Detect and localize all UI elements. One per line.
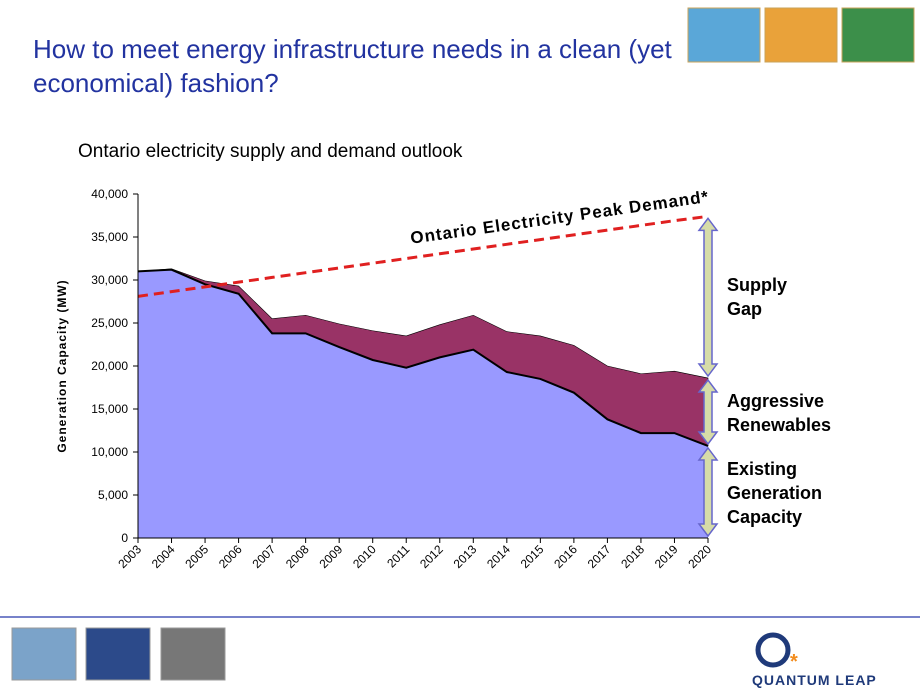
slide-title: How to meet energy infrastructure needs … [33,34,672,98]
y-tick-label: 20,000 [91,359,128,373]
x-tick-label: 2007 [249,542,278,571]
x-tick-label: 2017 [585,542,614,571]
line-existing [137,268,709,447]
photo [11,627,77,681]
photo [85,627,151,681]
series-label: Ontario Electricity Peak Demand* [409,187,710,248]
logo-mark [755,632,791,668]
gap-arrow [697,378,719,446]
series-label: Existing Generation Capacity [727,459,823,527]
x-tick-label: 2013 [451,542,480,571]
photo [687,7,761,63]
photo [160,627,226,681]
gap-arrow [697,217,719,378]
x-tick-label: 2010 [350,542,379,571]
x-tick-label: 2004 [149,542,178,571]
y-tick-label: 15,000 [91,402,128,416]
chart-title: Ontario electricity supply and demand ou… [78,141,463,162]
photo [841,7,915,63]
y-axis-label: Generation Capacity (MW) [55,279,69,452]
y-tick-label: 40,000 [91,187,128,201]
y-tick-label: 0 [121,531,128,545]
gap-arrow [697,446,719,538]
y-tick-label: 35,000 [91,230,128,244]
x-tick-label: 2011 [384,542,412,570]
series-label: Aggressive Renewables [727,391,832,435]
logo-star: * [790,651,798,673]
photo [764,7,838,63]
y-tick-label: 5,000 [98,488,128,502]
area-existing [138,269,708,538]
x-tick-label: 2020 [685,542,714,571]
logo-text: QUANTUM LEAP [752,672,877,688]
x-tick-label: 2012 [417,542,446,571]
x-tick-label: 2015 [518,542,547,571]
x-tick-label: 2003 [115,542,144,571]
x-tick-label: 2008 [283,542,312,571]
x-tick-label: 2009 [317,542,346,571]
x-tick-label: 2014 [484,542,513,571]
x-tick-label: 2019 [652,542,681,571]
annotation: Supply Gap [727,275,788,319]
x-tick-label: 2005 [182,542,211,571]
y-tick-label: 30,000 [91,273,128,287]
y-tick-label: 10,000 [91,445,128,459]
x-tick-label: 2006 [216,542,245,571]
y-tick-label: 25,000 [91,316,128,330]
x-tick-label: 2018 [618,542,647,571]
x-tick-label: 2016 [551,542,580,571]
